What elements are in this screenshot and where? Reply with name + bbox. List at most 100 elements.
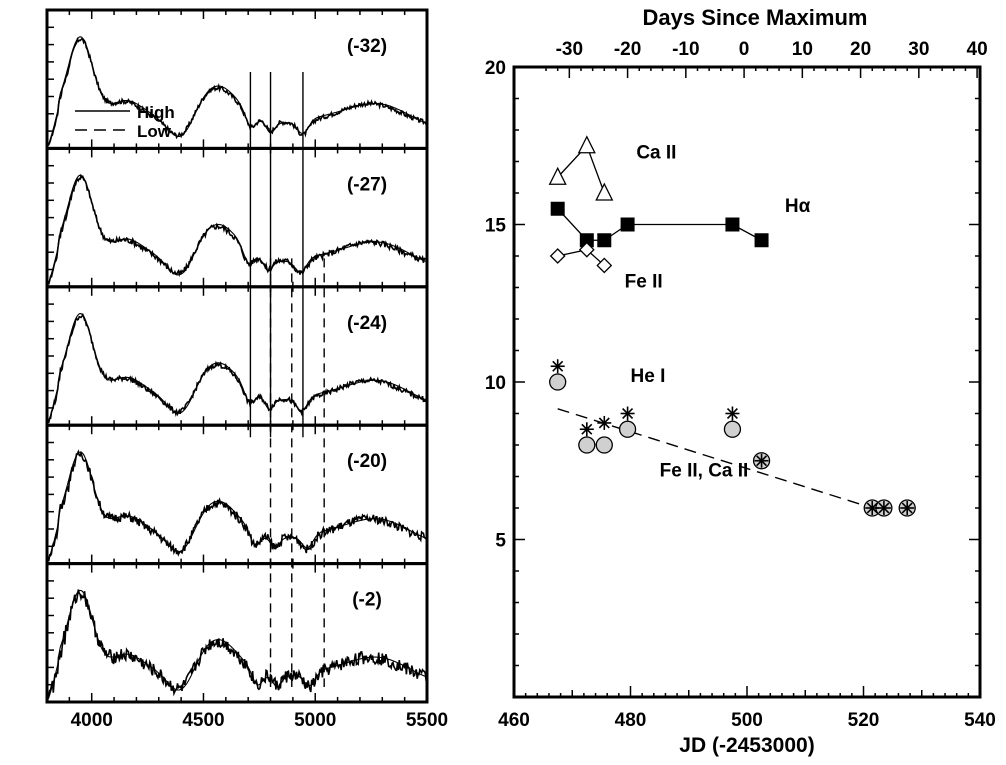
open-diamond-marker [578, 241, 595, 258]
square-shape [754, 233, 769, 248]
y-tick-label: 5 [495, 531, 506, 552]
panel-frame [45, 285, 429, 427]
x-axis-label: JD (-2453000) [679, 734, 814, 757]
circle-shape [723, 420, 742, 438]
asterisk-stroke [756, 455, 768, 467]
filled-square-marker [597, 233, 612, 248]
epoch-label: (-24) [347, 313, 387, 334]
top-tick-label: 10 [792, 39, 813, 60]
filled-square-marker [620, 217, 635, 232]
velocity-panel: 460 480 500 520 540 5 10 15 20 -30 -20 -10 0 10 20 30 40… [485, 5, 996, 757]
panel-frame [45, 423, 429, 566]
asterisk-stroke [878, 502, 890, 514]
asterisk-marker [865, 501, 880, 515]
top-tick-label: 20 [850, 39, 871, 60]
epoch-label: (-27) [347, 174, 387, 195]
panel-frame [45, 8, 429, 150]
x-tick-label: 500 [731, 710, 763, 731]
diamond-shape [549, 248, 566, 264]
asterisk-stroke [598, 417, 610, 429]
x-tick-label: 5000 [294, 710, 336, 731]
asterisk-marker [550, 359, 565, 374]
top-tick-label: -10 [672, 39, 699, 60]
panel-frame [45, 146, 429, 289]
top-axis-label: Days Since Maximum [643, 5, 868, 30]
series-annotation: Fe II, Ca II [660, 461, 749, 482]
series-he-i [550, 359, 915, 515]
model-spectrum [47, 451, 428, 562]
circle-shape [549, 373, 567, 391]
triangle-shape [595, 182, 614, 201]
spectrum-panel: (-27) [45, 146, 429, 289]
x-tick-label: 480 [615, 710, 647, 731]
series-annotation: He I [631, 366, 666, 387]
observed-spectrum [47, 312, 428, 423]
grey-circle-marker [595, 436, 613, 454]
series-h- [550, 201, 769, 248]
asterisk-stroke [866, 502, 878, 514]
epoch-label: (-32) [347, 36, 387, 57]
asterisk-marker [725, 406, 740, 421]
square-shape [550, 201, 565, 216]
epoch-label: (-2) [352, 590, 382, 611]
open-triangle-marker [548, 166, 567, 185]
square-shape [597, 233, 612, 248]
y-tick-label: 15 [485, 216, 507, 237]
asterisk-stroke [726, 407, 738, 420]
y-tick-label: 20 [485, 58, 506, 79]
grey-circle-marker [618, 420, 637, 438]
top-tick-label: 0 [739, 39, 750, 60]
asterisk-stroke [581, 423, 593, 435]
y-tick-label: 10 [485, 373, 506, 394]
filled-square-marker [725, 217, 740, 232]
open-diamond-marker [549, 248, 566, 264]
square-shape [579, 233, 594, 248]
filled-square-marker [754, 233, 769, 248]
asterisk-stroke [901, 502, 913, 514]
top-tick-label: -30 [556, 39, 583, 60]
open-triangle-marker [577, 135, 596, 154]
asterisk-marker [900, 501, 915, 515]
series-annotation: Ca II [636, 142, 676, 163]
top-tick-label: 40 [967, 39, 988, 60]
triangle-shape [577, 135, 596, 154]
series-ca-ii [548, 135, 614, 201]
asterisk-marker [597, 415, 612, 430]
series-fe-ii-ca-ii [549, 373, 916, 517]
model-spectrum [47, 174, 428, 285]
fit-line [557, 408, 873, 509]
filled-square-marker [550, 201, 565, 216]
series-annotation: Fe II [625, 272, 663, 293]
observed-spectrum [47, 449, 428, 562]
asterisk-stroke [552, 360, 564, 372]
open-triangle-marker [595, 182, 614, 201]
asterisk-marker [620, 406, 635, 421]
grey-circle-marker [723, 420, 742, 438]
open-diamond-marker [596, 257, 613, 274]
grey-circle-marker [578, 436, 596, 454]
square-shape [620, 217, 635, 232]
filled-square-marker [579, 233, 594, 248]
legend-label: Low [137, 122, 172, 141]
asterisk-marker [579, 422, 594, 437]
grey-circle-marker [549, 373, 567, 391]
series-fe-ii [549, 241, 613, 274]
observed-spectrum [46, 589, 428, 701]
model-spectrum [47, 313, 428, 423]
circle-shape [618, 420, 637, 438]
legend-label: High [137, 103, 175, 122]
panel-frame [45, 562, 429, 704]
x-tick-label: 460 [498, 710, 530, 731]
plot-frame [512, 65, 982, 699]
spectrum-panel: (-24) [45, 285, 429, 427]
diamond-shape [596, 257, 613, 274]
asterisk-marker [754, 453, 769, 468]
series-line [557, 248, 605, 266]
top-tick-label: -20 [614, 39, 641, 60]
x-tick-label: 5500 [406, 710, 448, 731]
epoch-label: (-20) [347, 451, 387, 472]
model-spectrum [47, 589, 428, 700]
